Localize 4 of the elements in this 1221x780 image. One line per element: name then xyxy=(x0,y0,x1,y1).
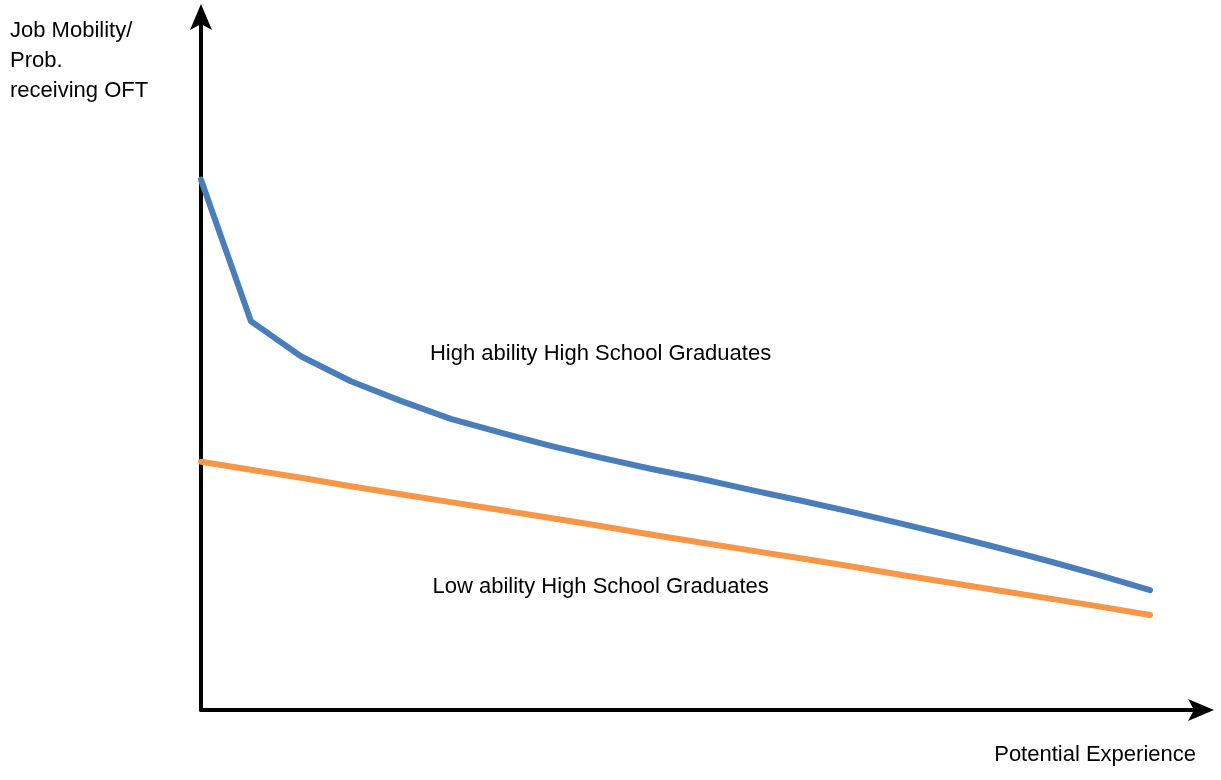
y-axis-title: Job Mobility/ Prob. receiving OFT xyxy=(10,16,149,102)
series-label: High ability High School Graduates xyxy=(429,340,772,366)
series-label: Low ability High School Graduates xyxy=(432,573,769,599)
x-axis-title: Potential Experience xyxy=(994,740,1196,766)
